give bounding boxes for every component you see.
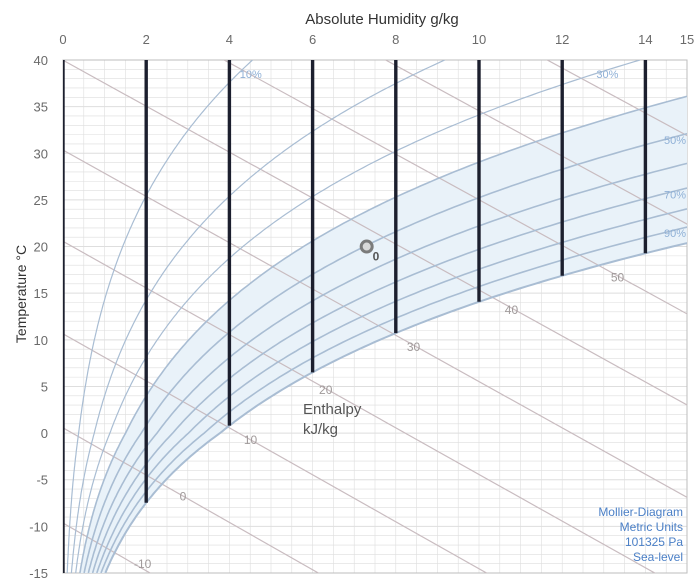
state-point-label: 0 <box>373 250 380 264</box>
rh-curve <box>91 187 687 573</box>
x-tick-label: 10 <box>472 32 486 47</box>
x-tick-label: 12 <box>555 32 569 47</box>
rh-curve <box>104 242 687 573</box>
enthalpy-title-line-2: kJ/kg <box>303 421 338 438</box>
enthalpy-line <box>63 427 320 573</box>
x-tick-label: 6 <box>309 32 316 47</box>
y-tick-label: -5 <box>36 473 48 488</box>
saturation-region <box>79 96 687 573</box>
rh-curve <box>79 95 687 573</box>
y-tick-label: 40 <box>34 53 48 68</box>
y-tick-label: -10 <box>29 519 48 534</box>
y-tick-label: 10 <box>34 333 48 348</box>
rh-curve-label: 10% <box>240 69 262 81</box>
relative-humidity-curves <box>66 60 687 573</box>
info-line-3: 101325 Pa <box>625 535 683 549</box>
rh-curve-label: 70% <box>664 189 686 201</box>
saturation-fill <box>79 96 687 573</box>
chart-title: Absolute Humidity g/kg <box>305 11 458 28</box>
rh-curve <box>96 208 687 573</box>
enthalpy-label: 20 <box>319 383 333 397</box>
info-line-2: Metric Units <box>620 520 683 534</box>
rh-curve-label: 50% <box>664 135 686 147</box>
x-tick-label: 8 <box>392 32 399 47</box>
y-axis-label: Temperature °C <box>13 245 29 343</box>
info-line-1: Mollier-Diagram <box>598 505 683 519</box>
enthalpy-line <box>384 60 687 225</box>
x-tick-label: 14 <box>638 32 652 47</box>
y-tick-label: 5 <box>41 379 48 394</box>
rh-curve <box>75 60 641 573</box>
y-tick-label: -15 <box>29 566 48 581</box>
rh-curve-label: 90% <box>664 228 686 240</box>
x-tick-label: 15 <box>680 32 694 47</box>
y-tick-label: 20 <box>34 240 48 255</box>
enthalpy-label: 30 <box>407 340 421 354</box>
vertical-lines <box>63 60 648 573</box>
rh-curve <box>70 60 446 573</box>
y-tick-label: 35 <box>34 100 48 115</box>
rh-curve <box>100 226 687 573</box>
enthalpy-line <box>63 60 687 406</box>
curve-labels: 10% 30% 50% 70% 90% -10 0 10 20 30 40 50 <box>134 69 686 571</box>
enthalpy-line <box>63 149 687 499</box>
enthalpy-line <box>63 333 488 573</box>
enthalpy-title-line-1: Enthalpy <box>303 401 362 418</box>
enthalpy-line <box>63 240 656 573</box>
state-point <box>359 239 374 254</box>
rh-curve <box>83 132 687 573</box>
enthalpy-label: 10 <box>244 433 258 447</box>
x-tick-label: 2 <box>143 32 150 47</box>
x-tick-label: 0 <box>59 32 66 47</box>
y-tick-label: 0 <box>41 426 48 441</box>
enthalpy-label: 40 <box>505 303 519 317</box>
rh-curve-label: 30% <box>596 69 618 81</box>
enthalpy-line <box>545 60 687 137</box>
rh-curve <box>87 162 687 573</box>
enthalpy-label: 50 <box>611 271 625 285</box>
enthalpy-label: 0 <box>180 490 187 504</box>
rh-curve <box>66 60 253 573</box>
y-tick-label: 25 <box>34 193 48 208</box>
enthalpy-label: -10 <box>134 557 152 571</box>
y-tick-label: 15 <box>34 286 48 301</box>
y-tick-label: 30 <box>34 146 48 161</box>
enthalpy-line <box>222 60 687 315</box>
x-tick-label: 4 <box>226 32 233 47</box>
info-line-4: Sea-level <box>633 550 683 564</box>
